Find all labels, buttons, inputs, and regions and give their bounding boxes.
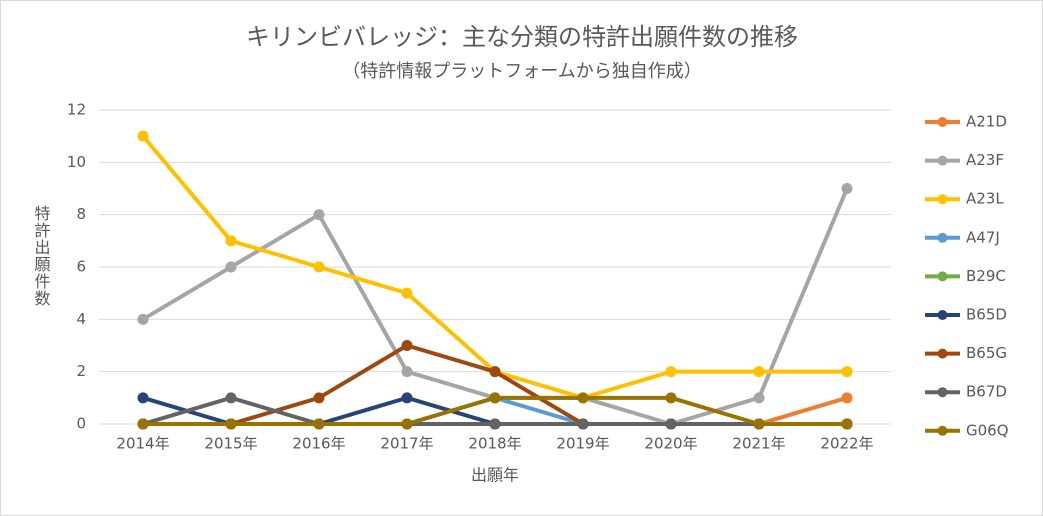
x-tick-label: 2019年	[556, 435, 609, 453]
x-tick-label: 2021年	[732, 435, 785, 453]
legend-label: B65D	[966, 306, 1007, 324]
legend-marker	[937, 271, 948, 282]
data-point	[665, 366, 677, 378]
data-point	[225, 418, 237, 430]
data-point	[137, 130, 149, 142]
data-point	[313, 392, 325, 404]
y-axis-label: 特許出願件数	[32, 205, 51, 307]
x-tick-label: 2014年	[116, 435, 169, 453]
data-point	[489, 392, 501, 404]
data-point	[225, 261, 237, 273]
y-tick-label: 8	[76, 205, 86, 223]
x-tick-label: 2018年	[468, 435, 521, 453]
data-point	[841, 418, 853, 430]
data-point	[225, 235, 237, 247]
y-tick-label: 6	[76, 258, 86, 276]
legend-label: G06Q	[966, 421, 1009, 439]
chart-subtitle: （特許情報プラットフォームから独自作成）	[342, 61, 701, 82]
legend-label: B67D	[966, 383, 1007, 401]
legend-marker	[937, 425, 948, 436]
x-tick-label: 2022年	[820, 435, 873, 453]
legend-marker	[937, 155, 948, 166]
data-point	[665, 418, 677, 430]
legend-marker	[937, 348, 948, 359]
x-tick-label: 2015年	[204, 435, 257, 453]
data-point	[137, 392, 149, 404]
data-point	[753, 418, 765, 430]
data-point	[137, 418, 149, 430]
legend-label: A47J	[966, 228, 1000, 246]
data-point	[313, 261, 325, 273]
data-point	[577, 392, 589, 404]
y-tick-label: 10	[67, 153, 86, 171]
legend-label: A23F	[966, 151, 1004, 169]
legend-label: A21D	[966, 113, 1007, 131]
data-point	[841, 392, 853, 404]
legend-label: B29C	[966, 267, 1006, 285]
legend-marker	[937, 310, 948, 320]
data-point	[841, 366, 853, 378]
data-point	[489, 418, 501, 430]
legend-marker	[937, 117, 948, 127]
data-point	[841, 183, 853, 194]
data-point	[401, 366, 413, 378]
chart-title: キリンビバレッジ：主な分類の特許出願件数の推移	[246, 23, 798, 51]
data-point	[225, 392, 237, 404]
legend-marker	[937, 387, 948, 398]
x-tick-label: 2017年	[380, 435, 433, 453]
data-point	[753, 366, 765, 378]
legend-label: A23L	[966, 190, 1004, 208]
data-point	[401, 392, 413, 404]
y-tick-label: 0	[76, 415, 86, 433]
data-point	[137, 313, 149, 325]
data-point	[489, 366, 501, 378]
y-tick-label: 2	[76, 362, 86, 380]
data-point	[665, 392, 677, 404]
data-point	[313, 209, 325, 221]
data-point	[313, 418, 325, 430]
legend-label: B65G	[966, 344, 1007, 362]
x-tick-label: 2016年	[292, 435, 345, 453]
data-point	[401, 340, 413, 351]
x-tick-label: 2020年	[644, 435, 697, 453]
y-tick-label: 12	[67, 101, 86, 119]
legend-marker	[937, 232, 948, 243]
legend-marker	[937, 194, 948, 205]
y-tick-label: 4	[76, 310, 86, 328]
data-point	[753, 392, 765, 404]
x-axis-label: 出願年	[471, 466, 519, 485]
data-point	[401, 418, 413, 430]
data-point	[577, 418, 589, 430]
data-point	[401, 287, 413, 299]
